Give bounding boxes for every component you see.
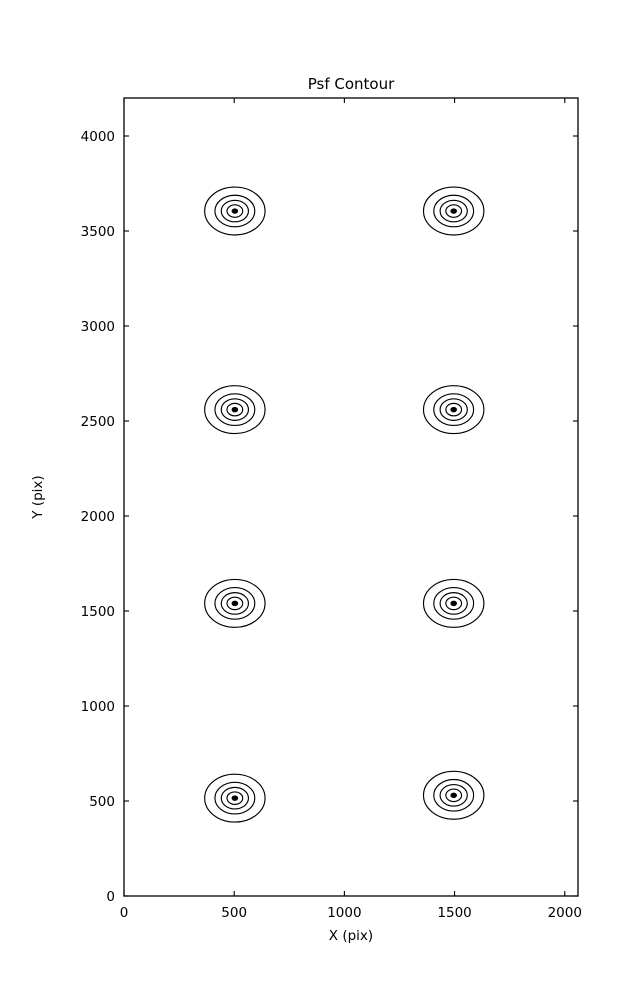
contour-ring [450, 406, 457, 413]
x-axis-tick-label: 2000 [548, 905, 582, 921]
contour-ring [439, 398, 468, 421]
x-axis-label: X (pix) [329, 928, 373, 944]
contour-ring [226, 596, 244, 611]
contour-ring [445, 596, 463, 611]
contour-ring [231, 208, 239, 214]
contour-ring [226, 402, 244, 417]
x-axis-tick-label: 500 [221, 905, 247, 921]
contour-ring [439, 783, 468, 807]
contour-ring [220, 398, 250, 421]
x-axis-tick-label: 1500 [437, 905, 471, 921]
contour-ring [445, 788, 463, 803]
contour-ring [204, 773, 266, 823]
contour-ring [433, 194, 475, 228]
contour-ring [450, 792, 457, 799]
contour-ring [231, 600, 239, 607]
contour-ring [231, 406, 239, 413]
contour-ring [422, 770, 485, 820]
contour-ring [439, 592, 468, 615]
contour-ring [220, 199, 250, 223]
y-axis-tick-label: 3000 [81, 319, 115, 335]
contour-ring [214, 781, 256, 815]
contour-ring [214, 194, 256, 228]
contour-ring [226, 204, 244, 218]
contour-ring [422, 385, 485, 435]
contour-group [204, 186, 485, 823]
contour-ring [439, 199, 468, 223]
y-axis-tick-label: 0 [106, 889, 115, 905]
contour-ring [204, 578, 266, 628]
y-axis-tick-label: 2000 [81, 509, 115, 525]
contour-ring [220, 786, 250, 810]
contour-ring [226, 791, 244, 805]
y-axis-tick-label: 3500 [81, 224, 115, 240]
contour-ring [214, 587, 256, 620]
contour-ring [450, 600, 457, 607]
axes-background [124, 98, 578, 896]
chart-title: Psf Contour [308, 75, 395, 93]
contour-ring [204, 385, 266, 435]
y-axis-tick-label: 500 [89, 794, 115, 810]
contour-ring [433, 587, 475, 620]
y-axis-tick-label: 1500 [81, 604, 115, 620]
contour-ring [450, 208, 457, 214]
contour-ring [445, 204, 463, 218]
x-axis-tick-label: 0 [120, 905, 129, 921]
contour-ring [422, 578, 485, 628]
y-axis-tick-label: 2500 [81, 414, 115, 430]
contour-ring [445, 402, 463, 417]
contour-ring [214, 393, 256, 426]
axis-tick-labels-group: 0 500 1000 1500 2000 0 500 1000 1500 2000 2500 3000… [81, 129, 582, 921]
contour-ring [231, 795, 239, 801]
y-axis-tick-label: 4000 [81, 129, 115, 145]
y-axis-tick-label: 1000 [81, 699, 115, 715]
contour-ring [422, 186, 485, 236]
contour-ring [220, 592, 250, 615]
x-axis-tick-label: 1000 [327, 905, 361, 921]
axes-frame [123, 97, 579, 897]
contour-ring [433, 393, 475, 426]
contour-ring [204, 186, 266, 236]
contour-ring [433, 778, 475, 812]
y-axis-label: Y (pix) [30, 475, 46, 519]
